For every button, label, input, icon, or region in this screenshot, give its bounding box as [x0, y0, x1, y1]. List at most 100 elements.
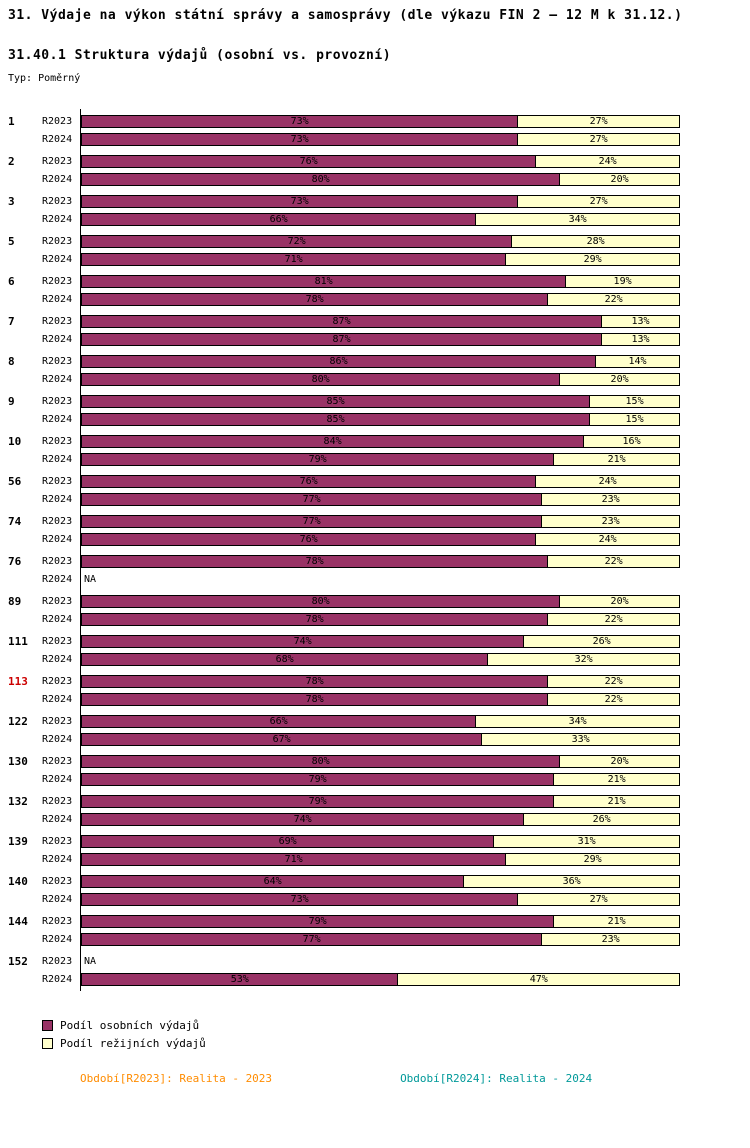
group-id-label: 10 — [8, 434, 22, 448]
footer-period-2024: Období[R2024]: Realita - 2024 — [400, 1072, 593, 1085]
period-footer: Období[R2023]: Realita - 2023 Období[R20… — [8, 1072, 742, 1085]
legend-item-overhead: Podíl režijních výdajů — [42, 1034, 742, 1052]
bar-area: 79% 21% — [81, 452, 680, 466]
chart-row: 56 R2023 76% 24% — [8, 472, 680, 490]
group-id-label: 89 — [8, 594, 22, 608]
overhead-segment: 21% — [554, 772, 680, 786]
group-id-label: 1 — [8, 114, 15, 128]
bar-area: 76% 24% — [81, 532, 680, 546]
chart-group: 2 R2023 76% 24% R2024 80% 20% — [8, 152, 680, 188]
personal-segment: 71% — [81, 252, 507, 266]
period-label: R2023 — [42, 515, 73, 527]
chart-group: 76 R2023 78% 22% R2024 NA — [8, 552, 680, 588]
period-label: R2024 — [42, 653, 73, 665]
personal-segment: 64% — [81, 874, 465, 888]
chart-group: 144 R2023 79% 21% R2024 77% 23% — [8, 912, 680, 948]
overhead-segment: 22% — [548, 674, 680, 688]
overhead-segment: 24% — [536, 154, 680, 168]
overhead-segment: 19% — [566, 274, 680, 288]
period-label: R2023 — [42, 795, 73, 807]
personal-segment: 73% — [81, 892, 519, 906]
chart-row: R2024 66% 34% — [8, 210, 680, 228]
chart-group: 56 R2023 76% 24% R2024 77% 23% — [8, 472, 680, 508]
period-label: R2024 — [42, 933, 73, 945]
period-label: R2023 — [42, 755, 73, 767]
personal-segment: 77% — [81, 932, 543, 946]
bar-area: 73% 27% — [81, 132, 680, 146]
period-label: R2023 — [42, 675, 73, 687]
chart-row: R2024 53% 47% — [8, 970, 680, 988]
personal-segment: 86% — [81, 354, 597, 368]
period-label: R2023 — [42, 115, 73, 127]
overhead-segment: 27% — [518, 194, 680, 208]
chart-group: 1 R2023 73% 27% R2024 73% 27% — [8, 112, 680, 148]
group-id-label: 6 — [8, 274, 15, 288]
personal-segment: 67% — [81, 732, 483, 746]
overhead-segment: 33% — [482, 732, 680, 746]
chart-row: R2024 73% 27% — [8, 890, 680, 908]
personal-segment: 80% — [81, 172, 561, 186]
period-label: R2024 — [42, 853, 73, 865]
chart-row: R2024 77% 23% — [8, 930, 680, 948]
period-label: R2024 — [42, 133, 73, 145]
personal-segment: 72% — [81, 234, 513, 248]
period-label: R2023 — [42, 355, 73, 367]
legend-label-personal: Podíl osobních výdajů — [60, 1018, 200, 1032]
period-label: R2024 — [42, 333, 73, 345]
chart-group: 7 R2023 87% 13% R2024 87% 13% — [8, 312, 680, 348]
period-label: R2023 — [42, 155, 73, 167]
period-label: R2023 — [42, 475, 73, 487]
stacked-bar-chart: 1 R2023 73% 27% R2024 73% 27% 2 R2023 76% 24% R2024… — [8, 109, 742, 991]
group-id-label: 8 — [8, 354, 15, 368]
bar-area: 79% 21% — [81, 914, 680, 928]
bar-area: 80% 20% — [81, 754, 680, 768]
chart-row: 122 R2023 66% 34% — [8, 712, 680, 730]
chart-row: R2024 78% 22% — [8, 290, 680, 308]
overhead-segment: 36% — [464, 874, 680, 888]
overhead-segment: 27% — [518, 132, 680, 146]
chart-type-label: Typ: Poměrný — [8, 73, 81, 84]
overhead-segment: 22% — [548, 612, 680, 626]
period-label: R2024 — [42, 533, 73, 545]
group-id-label: 144 — [8, 914, 28, 928]
overhead-segment: 24% — [536, 532, 680, 546]
chart-row: R2024 71% 29% — [8, 850, 680, 868]
overhead-segment: 34% — [476, 212, 680, 226]
chart-row: R2024 73% 27% — [8, 130, 680, 148]
overhead-segment: 22% — [548, 554, 680, 568]
chart-group: 130 R2023 80% 20% R2024 79% 21% — [8, 752, 680, 788]
personal-segment: 85% — [81, 412, 591, 426]
group-id-label: 5 — [8, 234, 15, 248]
overhead-swatch-icon — [42, 1037, 53, 1049]
chart-row: R2024 79% 21% — [8, 450, 680, 468]
chart-row: 10 R2023 84% 16% — [8, 432, 680, 450]
bar-area: NA — [81, 955, 680, 968]
chart-row: 130 R2023 80% 20% — [8, 752, 680, 770]
overhead-segment: 23% — [542, 932, 680, 946]
personal-segment: 76% — [81, 154, 537, 168]
group-id-label: 140 — [8, 874, 28, 888]
y-axis-line — [80, 109, 81, 991]
chart-group: 6 R2023 81% 19% R2024 78% 22% — [8, 272, 680, 308]
section-subtitle: 31.40.1 Struktura výdajů (osobní vs. pro… — [8, 48, 392, 63]
overhead-segment: 21% — [554, 452, 680, 466]
bar-area: 77% 23% — [81, 492, 680, 506]
personal-segment: 78% — [81, 612, 549, 626]
period-label: R2024 — [42, 173, 73, 185]
overhead-segment: 15% — [590, 412, 680, 426]
period-label: R2023 — [42, 835, 73, 847]
overhead-segment: 27% — [518, 114, 680, 128]
overhead-segment: 14% — [596, 354, 680, 368]
period-label: R2023 — [42, 955, 73, 967]
chart-group: 8 R2023 86% 14% R2024 80% 20% — [8, 352, 680, 388]
personal-segment: 87% — [81, 332, 603, 346]
overhead-segment: 24% — [536, 474, 680, 488]
period-label: R2024 — [42, 613, 73, 625]
overhead-segment: 22% — [548, 692, 680, 706]
chart-row: 6 R2023 81% 19% — [8, 272, 680, 290]
chart-row: R2024 67% 33% — [8, 730, 680, 748]
chart-row: 2 R2023 76% 24% — [8, 152, 680, 170]
personal-segment: 79% — [81, 452, 555, 466]
chart-row: 3 R2023 73% 27% — [8, 192, 680, 210]
